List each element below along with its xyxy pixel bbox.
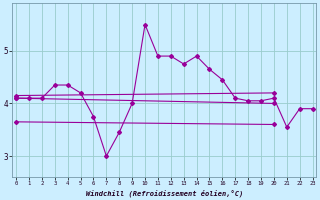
X-axis label: Windchill (Refroidissement éolien,°C): Windchill (Refroidissement éolien,°C) <box>86 189 243 197</box>
